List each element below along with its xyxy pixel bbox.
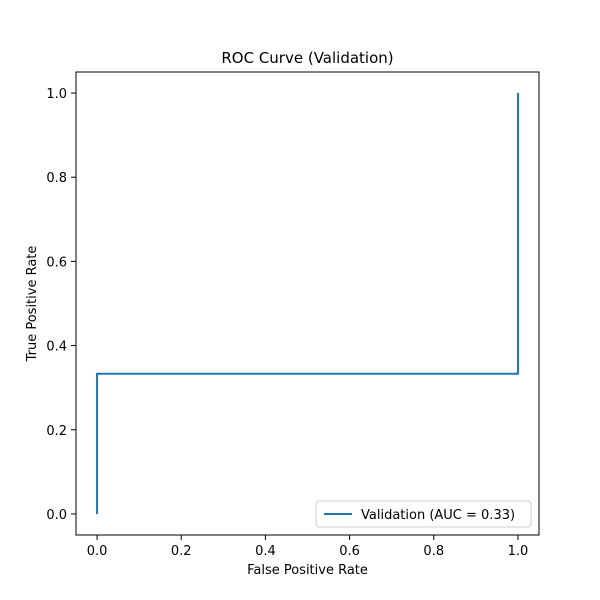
legend-label: Validation (AUC = 0.33)	[361, 508, 515, 523]
y-axis-label: True Positive Rate	[25, 246, 40, 363]
x-tick-label: 0.2	[171, 544, 192, 559]
x-tick-label: 0.8	[423, 544, 444, 559]
y-tick-label: 1.0	[46, 87, 67, 102]
legend-frame	[315, 500, 532, 528]
y-tick-label: 0.6	[46, 255, 67, 270]
x-tick-label: 1.0	[508, 544, 529, 559]
legend: Validation (AUC = 0.33)	[315, 500, 532, 528]
tick-layer: 0.0 0.2 0.4 0.6 0.8 1.0 0.0 0.2 0.4 0.6 0.8 1.0	[46, 87, 528, 559]
y-tick-label: 0.8	[46, 171, 67, 186]
chart-title: ROC Curve (Validation)	[221, 49, 393, 67]
plot-layer	[75, 71, 540, 536]
x-tick-label: 0.6	[339, 544, 360, 559]
y-tick-label: 0.4	[46, 340, 67, 355]
x-tick-label: 0.0	[87, 544, 108, 559]
series-line-0	[96, 93, 519, 514]
x-axis-label: False Positive Rate	[247, 563, 368, 578]
y-tick-label: 0.0	[46, 508, 67, 523]
plot-frame	[75, 71, 540, 536]
x-tick-label: 0.4	[255, 544, 276, 559]
y-tick-label: 0.2	[46, 424, 67, 439]
